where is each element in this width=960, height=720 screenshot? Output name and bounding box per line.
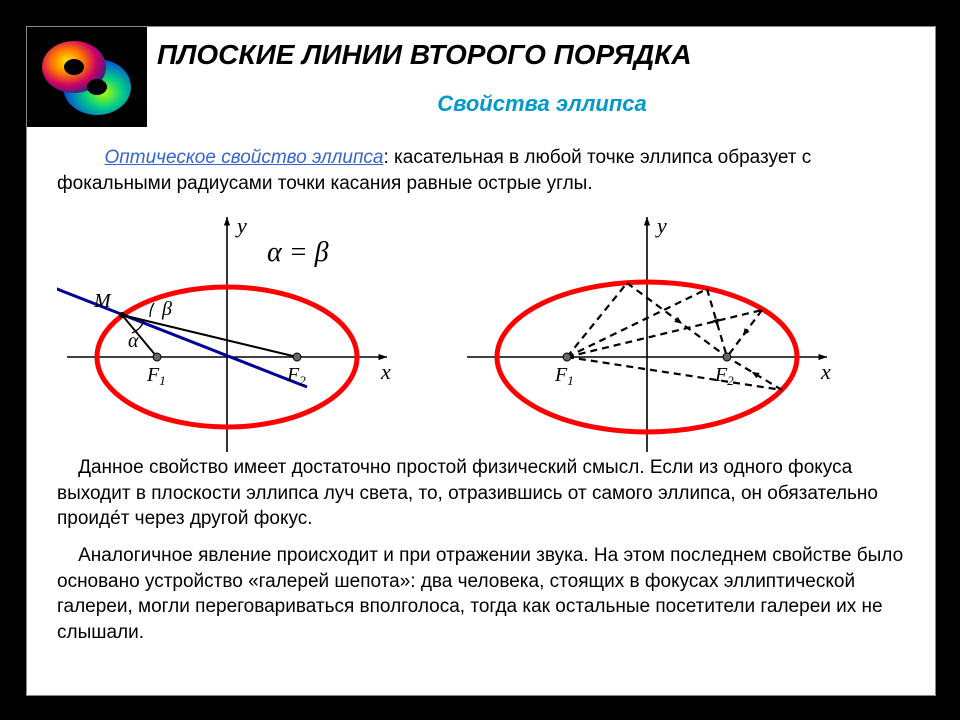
paragraph-optical-property: Оптическое свойство эллипса: касательная… xyxy=(57,145,905,196)
svg-text:x: x xyxy=(380,359,391,384)
page-title: ПЛОСКИЕ ЛИНИИ ВТОРОГО ПОРЯДКА xyxy=(157,39,927,71)
ellipse-diagrams: x y Mαβ F1 F2 x y F1 F2 xyxy=(57,207,905,467)
paragraph-physical-sense: Данное свойство имеет достаточно простой… xyxy=(57,455,905,532)
svg-text:F2: F2 xyxy=(286,364,306,388)
logo-swirl-icon xyxy=(32,32,142,122)
svg-text:F2: F2 xyxy=(714,364,734,388)
svg-text:y: y xyxy=(235,213,247,238)
svg-text:M: M xyxy=(93,290,112,312)
svg-text:x: x xyxy=(820,359,831,384)
svg-text:α: α xyxy=(128,330,139,352)
logo xyxy=(27,27,147,127)
page-subtitle: Свойства эллипса xyxy=(157,91,927,117)
optical-property-link[interactable]: Оптическое свойство эллипса xyxy=(105,147,384,168)
para3-text: Аналогичное явление происходит и при отр… xyxy=(57,545,903,643)
svg-text:F1: F1 xyxy=(554,364,574,388)
svg-text:y: y xyxy=(655,213,667,238)
diagrams-container: x y Mαβ F1 F2 x y F1 F2 xyxy=(57,207,905,467)
svg-text:F1: F1 xyxy=(146,364,166,388)
paragraph-whisper-gallery: Аналогичное явление происходит и при отр… xyxy=(57,543,905,646)
para2-text: Данное свойство имеет достаточно простой… xyxy=(57,457,878,529)
svg-text:β: β xyxy=(161,298,172,320)
slide: ПЛОСКИЕ ЛИНИИ ВТОРОГО ПОРЯДКА Свойства э… xyxy=(26,26,936,696)
